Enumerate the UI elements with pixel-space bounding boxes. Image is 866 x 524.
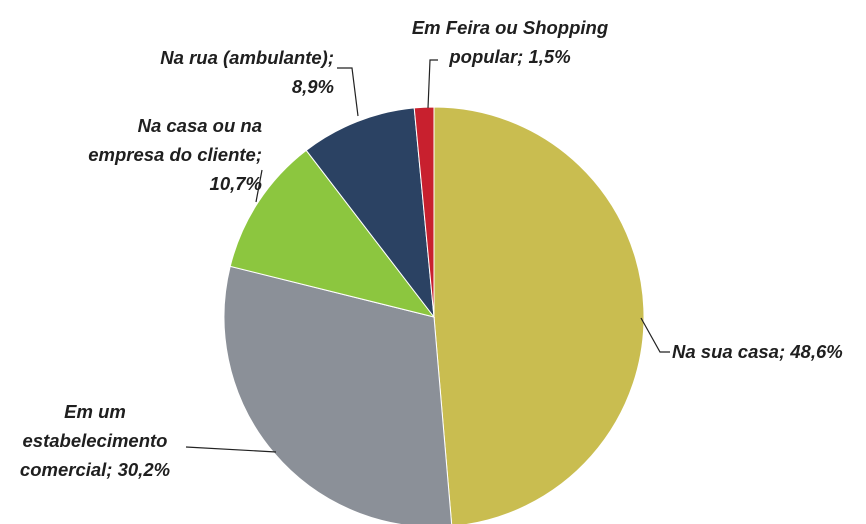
- value-label: 30,2%: [117, 459, 171, 480]
- value-label: 8,9%: [291, 76, 334, 97]
- category-label: Na casa ou na empresa do cliente;: [88, 115, 262, 165]
- leader-line: [185, 446, 277, 453]
- pie-slice: [223, 265, 453, 524]
- slice-label: Na sua casa; 48,6%: [672, 337, 843, 366]
- category-label: Na rua (ambulante);: [160, 47, 334, 68]
- slice-label: Na rua (ambulante); 8,9%: [120, 43, 334, 101]
- slice-label: Em Feira ou Shopping popular; 1,5%: [390, 13, 630, 71]
- leader-line: [337, 67, 359, 117]
- leader-line: [427, 59, 438, 109]
- pie-slice: [413, 106, 435, 318]
- value-label: 48,6%: [790, 341, 843, 362]
- pie-slice: [433, 106, 645, 524]
- category-label: Na sua casa;: [672, 341, 786, 362]
- pie-slice: [305, 107, 435, 319]
- value-label: 1,5%: [528, 46, 571, 67]
- slice-label: Em um estabelecimento comercial; 30,2%: [0, 397, 190, 484]
- slice-label: Na casa ou na empresa do cliente; 10,7%: [62, 111, 262, 198]
- pie-slice: [229, 149, 436, 318]
- value-label: 10,7%: [209, 173, 262, 194]
- leader-line: [255, 169, 263, 203]
- leader-line: [640, 317, 670, 353]
- category-label: Em Feira ou Shopping popular;: [411, 17, 609, 67]
- category-label: Em um estabelecimento comercial;: [19, 401, 168, 480]
